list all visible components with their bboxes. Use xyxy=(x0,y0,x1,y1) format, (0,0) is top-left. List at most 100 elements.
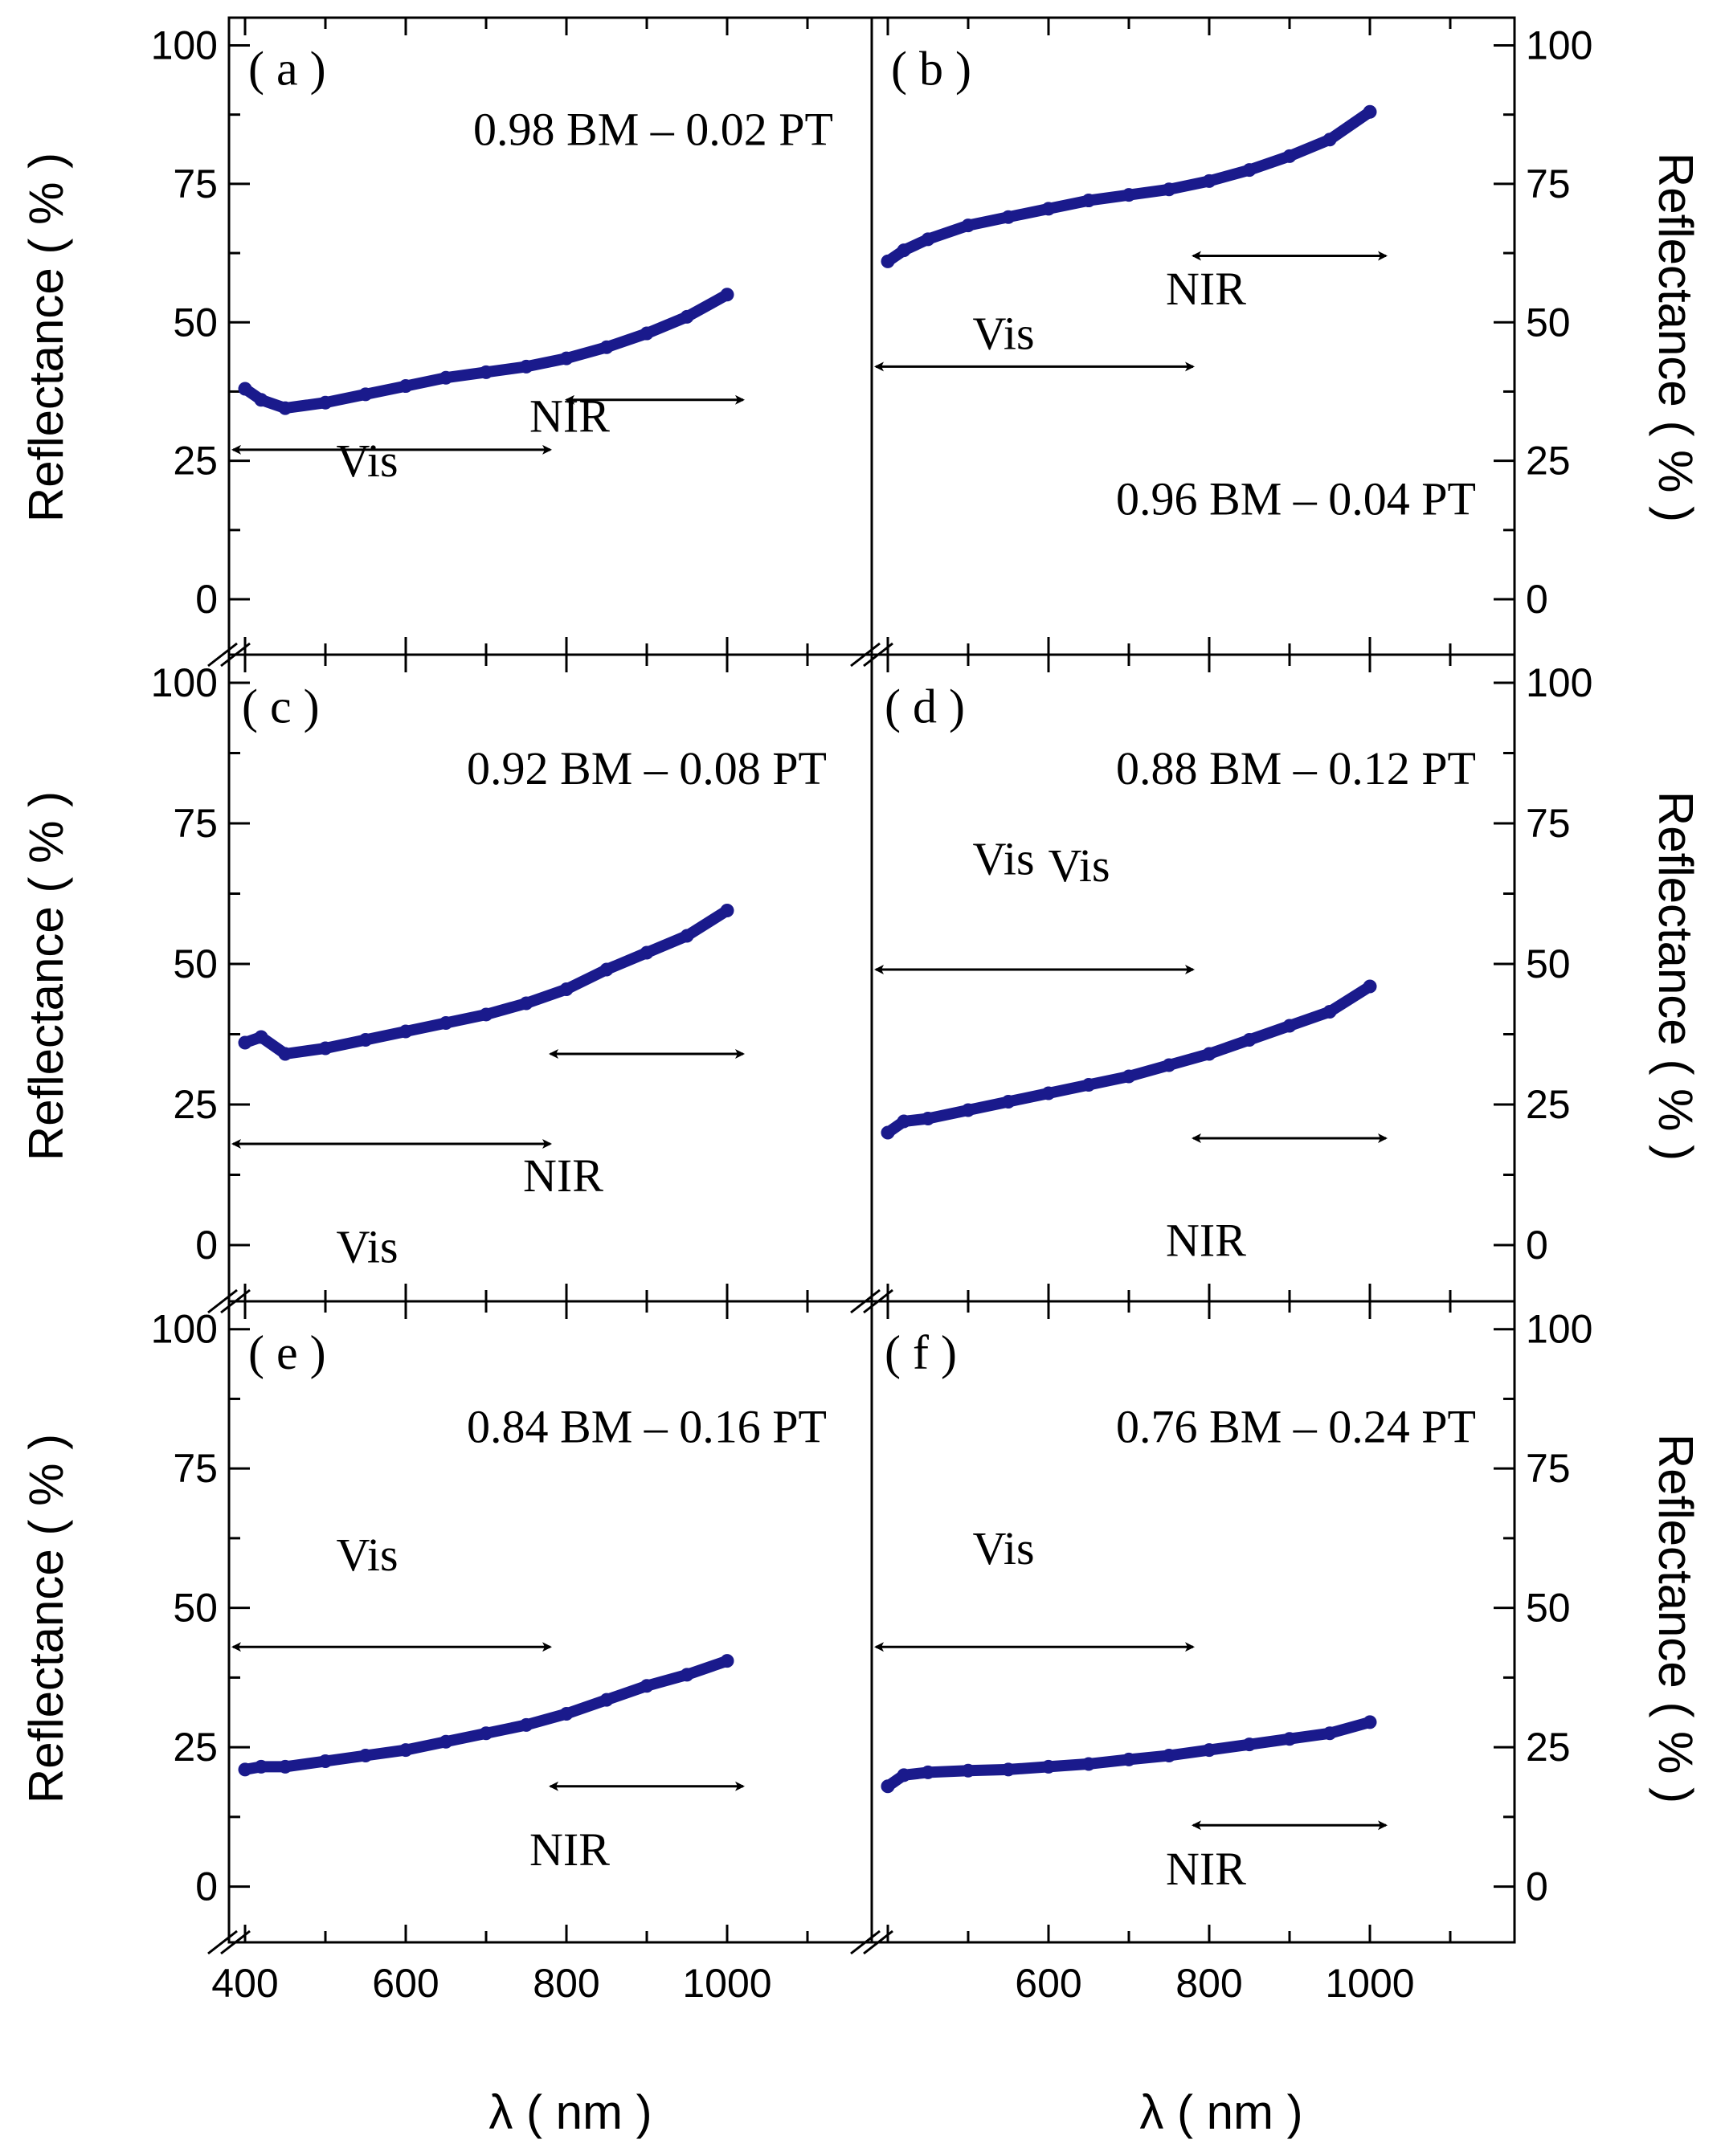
data-point xyxy=(897,243,911,258)
data-point xyxy=(921,232,935,247)
axis-break-mark xyxy=(863,1929,893,1955)
axis-break-mark xyxy=(220,1929,251,1955)
y-tick-label: 50 xyxy=(1526,300,1571,345)
panel-frame xyxy=(870,1300,1516,1944)
data-point xyxy=(720,288,734,302)
panel-frame xyxy=(870,16,1516,656)
data-point xyxy=(1041,1086,1056,1100)
data-point xyxy=(897,1114,911,1129)
data-point xyxy=(318,1041,333,1056)
panel-b: 0 25 50 75 100 ( b ) 0.96 BM – 0.04 PT Vis NIR xyxy=(850,16,1592,668)
y-tick-label: 100 xyxy=(1526,660,1592,705)
data-point xyxy=(1162,182,1176,197)
y-tick-label: 50 xyxy=(1526,941,1571,986)
data-point xyxy=(479,1726,493,1741)
panel-e: 0 25 50 75 100 400 600 800 1000 ( e ) 0.84 BM – 0.… xyxy=(151,1300,873,2006)
data-point xyxy=(1363,979,1377,994)
y-tick-label: 25 xyxy=(1526,1082,1571,1127)
data-point xyxy=(640,1679,654,1693)
data-point xyxy=(640,945,654,960)
vis-label: Vis xyxy=(972,1522,1034,1574)
data-point xyxy=(278,401,292,415)
data-point xyxy=(559,351,574,365)
data-point xyxy=(318,395,333,410)
y-axis-label-right-bottom: Reflectance ( % ) xyxy=(1649,1434,1703,1803)
x-tick-label: 1000 xyxy=(682,1961,771,2006)
nir-label: NIR xyxy=(1166,1843,1246,1895)
reflectance-series-line xyxy=(882,106,1376,267)
data-point xyxy=(921,1112,935,1125)
y-tick-label: 75 xyxy=(1526,1446,1571,1491)
data-point xyxy=(238,1035,252,1050)
data-point xyxy=(238,382,252,396)
panel-label: ( a ) xyxy=(248,42,326,95)
composition-label: 0.84 BM – 0.16 PT xyxy=(467,1401,827,1453)
x-tick-label: 800 xyxy=(1175,1961,1242,2006)
y-axis-label-right-middle: Reflectance ( % ) xyxy=(1649,791,1703,1161)
y-tick-label: 75 xyxy=(173,801,218,846)
y-tick-label: 25 xyxy=(1526,1725,1571,1770)
y-tick-label: 100 xyxy=(1526,1307,1592,1352)
nir-label: NIR xyxy=(529,390,610,442)
data-point xyxy=(640,326,654,341)
x-axis-label-left: λ ( nm ) xyxy=(489,2085,652,2139)
y-tick-label: 100 xyxy=(1526,22,1592,67)
y-tick-label: 50 xyxy=(1526,1586,1571,1631)
data-point xyxy=(318,1754,333,1768)
data-point xyxy=(479,365,493,379)
data-point xyxy=(254,1759,268,1774)
data-point xyxy=(358,1033,373,1047)
data-point xyxy=(1282,1732,1297,1746)
x-tick-label: 600 xyxy=(1015,1961,1081,2006)
data-point xyxy=(519,359,533,374)
panel-f: 0 25 50 75 100 600 800 1000 ( f ) 0.76 BM – 0.24 … xyxy=(850,1300,1592,2006)
composition-label: 0.96 BM – 0.04 PT xyxy=(1116,473,1476,525)
y-axis-label-left-middle: Reflectance ( % ) xyxy=(19,791,73,1161)
data-point xyxy=(1363,1715,1377,1729)
data-point xyxy=(921,1765,935,1779)
x-axis-label-right: λ ( nm ) xyxy=(1139,2085,1302,2139)
y-tick-label: 0 xyxy=(1526,577,1548,622)
data-point xyxy=(439,1016,453,1030)
axis-break-mark xyxy=(207,642,238,668)
y-tick-label: 25 xyxy=(173,1082,218,1127)
x-tick-label: 800 xyxy=(533,1961,599,2006)
panel-label: ( b ) xyxy=(891,42,971,95)
data-point xyxy=(439,1734,453,1749)
data-point xyxy=(961,1763,975,1778)
y-tick-label: 0 xyxy=(1526,1864,1548,1909)
y-tick-label: 0 xyxy=(195,1864,218,1909)
composition-label: 0.98 BM – 0.02 PT xyxy=(473,104,833,156)
y-tick-label: 50 xyxy=(173,300,218,345)
data-point xyxy=(1162,1749,1176,1763)
panels-layer: 0 25 50 75 100 ( a ) 0.98 BM – 0.02 PT Vis NIR 0 2… xyxy=(151,16,1592,2006)
vis-label: Vis xyxy=(972,307,1034,359)
data-point xyxy=(1081,194,1096,208)
data-point xyxy=(519,1717,533,1732)
composition-label: 0.92 BM – 0.08 PT xyxy=(467,742,827,794)
data-point xyxy=(1001,1762,1016,1777)
nir-label: NIR xyxy=(1166,263,1246,315)
y-tick-label: 75 xyxy=(1526,801,1571,846)
data-point xyxy=(399,1024,413,1039)
data-point xyxy=(1122,1069,1136,1084)
data-point xyxy=(680,929,694,943)
data-point xyxy=(358,387,373,402)
data-point xyxy=(1202,1743,1216,1758)
y-tick-label: 50 xyxy=(173,1586,218,1631)
data-point xyxy=(599,1693,614,1707)
data-point xyxy=(1202,174,1216,188)
y-tick-label: 50 xyxy=(173,941,218,986)
axis-break-mark xyxy=(850,1929,881,1955)
data-point xyxy=(1322,133,1337,147)
panel-label: ( d ) xyxy=(885,680,965,733)
y-tick-label: 75 xyxy=(173,161,218,206)
panel-c: 0 25 50 75 100 ( c ) 0.92 BM – 0.08 PT Vis NIR xyxy=(151,653,873,1314)
panel-label: ( e ) xyxy=(248,1326,326,1379)
y-tick-label: 25 xyxy=(1526,439,1571,484)
data-point xyxy=(1081,1757,1096,1771)
y-tick-label: 75 xyxy=(1526,161,1571,206)
data-point xyxy=(1081,1078,1096,1092)
